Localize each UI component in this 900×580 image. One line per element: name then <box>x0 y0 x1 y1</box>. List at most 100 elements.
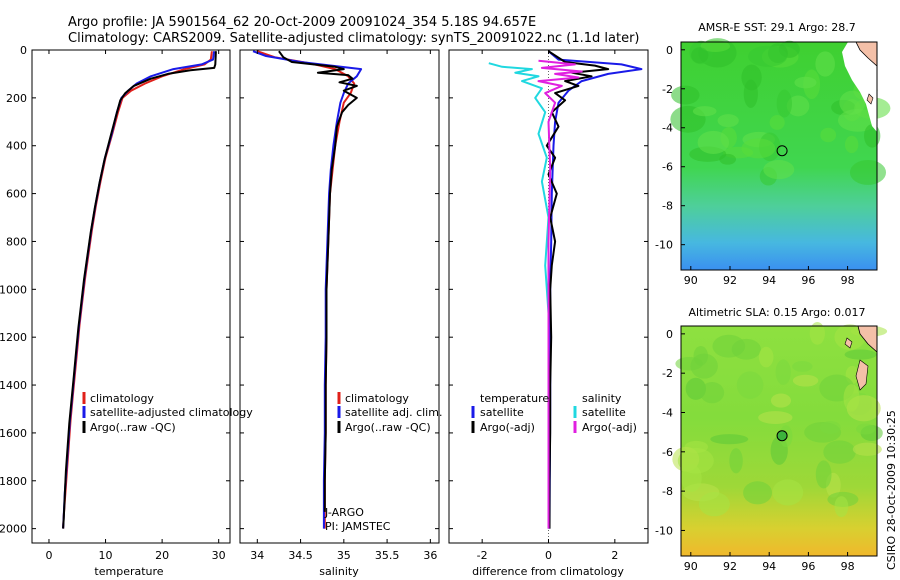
series-line-climatology <box>62 51 213 529</box>
field-texture-blob <box>736 371 764 399</box>
field-texture-blob <box>743 481 773 505</box>
map-x-tick-label: 94 <box>762 560 776 573</box>
field-texture-blob <box>697 130 730 155</box>
series-line-argo-raw-qc <box>278 50 358 512</box>
field-texture-blob <box>775 359 791 385</box>
sla-map-ticks: 90 92 94 96 98 0 -2 -4 -6 -8 -10 <box>655 328 855 573</box>
field-texture-blob <box>843 384 860 412</box>
series-line-satellite-adjusted-climatology <box>62 51 216 529</box>
x-tick-label: 36 <box>423 549 437 562</box>
header-line-2: Climatology: CARS2009. Satellite-adjuste… <box>68 31 640 46</box>
y-tick-label: 800 <box>6 235 27 248</box>
temperature-ticks: 0 10 20 30 0 200 400 600 800 1000 1200 1400 1600 1800… <box>0 44 230 562</box>
sst-map-ticks: 90 92 94 96 98 0 -2 -4 -6 -8 -10 <box>655 44 855 287</box>
series-line-salinity-argo-adj <box>537 59 583 529</box>
field-texture-blob <box>763 160 795 180</box>
x-tick-label: 35 <box>337 549 351 562</box>
x-tick-label: 10 <box>99 549 113 562</box>
legend-label-climatology: climatology <box>90 392 154 405</box>
salinity-panel: 34 34.5 35 35.5 36 salinity climatology sate… <box>239 49 442 578</box>
map-y-tick-label: 0 <box>666 328 673 341</box>
map-x-tick-label: 92 <box>723 560 737 573</box>
y-tick-label: 400 <box>6 140 27 153</box>
legend-label-argo: Argo(..raw -QC) <box>90 421 176 434</box>
x-tick-label: 35.5 <box>375 549 400 562</box>
salinity-series-group <box>252 50 363 529</box>
y-tick-label: 0 <box>20 44 27 57</box>
side-label: CSIRO 28-Oct-2009 10:30:25 <box>885 410 898 570</box>
x-tick-label: 34 <box>250 549 264 562</box>
map-x-tick-label: 96 <box>801 560 815 573</box>
field-texture-blob <box>698 492 730 517</box>
field-texture-blob <box>815 460 832 489</box>
y-tick-label: 1800 <box>0 475 27 488</box>
map-y-tick-label: -2 <box>662 367 673 380</box>
field-texture-blob <box>690 353 718 379</box>
field-texture-blob <box>692 106 717 117</box>
sla-map-frame <box>680 325 878 557</box>
legend-label-climatology: climatology <box>345 392 409 405</box>
field-texture-blob <box>852 442 882 456</box>
y-tick-label: 600 <box>6 188 27 201</box>
map-y-tick-label: -8 <box>662 485 673 498</box>
field-texture-blob <box>758 346 774 368</box>
field-texture-blob <box>758 411 793 425</box>
y-tick-label: 200 <box>6 92 27 105</box>
field-texture-blob <box>844 135 859 154</box>
series-line-climatology <box>256 50 356 529</box>
difference-xlabel: difference from climatology <box>472 565 624 578</box>
field-texture-blob <box>719 153 737 165</box>
field-texture-blob <box>731 338 761 360</box>
map-x-tick-label: 96 <box>801 274 815 287</box>
field-texture-blob <box>671 85 700 105</box>
legend-label-satellite: satellite-adjusted climatology <box>90 406 253 419</box>
x-tick-label: 20 <box>155 549 169 562</box>
field-texture-blob <box>815 51 835 77</box>
field-texture-blob <box>823 440 856 464</box>
y-tick-label: 1400 <box>0 379 27 392</box>
field-texture-blob <box>741 138 776 159</box>
map-y-tick-label: -10 <box>655 524 673 537</box>
temperature-panel: 0 10 20 30 0 200 400 600 800 1000 1200 1400 1600 1800… <box>0 44 253 578</box>
x-tick-label: 2 <box>611 549 618 562</box>
map-y-tick-label: -6 <box>662 161 673 174</box>
x-tick-label: 0 <box>545 549 552 562</box>
series-line-satellite-adj-clim <box>252 50 363 529</box>
map-y-tick-label: -4 <box>662 406 673 419</box>
field-texture-blob <box>729 448 743 474</box>
legend-label-sal-satellite: satellite <box>582 406 626 419</box>
field-texture-blob <box>691 47 709 64</box>
temperature-series-group <box>62 51 217 529</box>
x-tick-label: -2 <box>477 549 488 562</box>
temperature-axes-frame <box>31 49 231 544</box>
sla-profile-marker <box>776 430 788 442</box>
map-y-tick-label: -2 <box>662 83 673 96</box>
map-y-tick-label: -8 <box>662 200 673 213</box>
map-y-tick-label: 0 <box>666 44 673 57</box>
map-x-tick-label: 90 <box>684 274 698 287</box>
y-tick-label: 1200 <box>0 331 27 344</box>
x-tick-label: 34.5 <box>288 549 313 562</box>
x-tick-label: 0 <box>45 549 52 562</box>
sla-island-2 <box>855 359 869 391</box>
field-texture-blob <box>820 127 837 143</box>
field-texture-blob <box>748 45 788 67</box>
temperature-legend: climatology satellite-adjusted climatolo… <box>82 392 253 434</box>
legend-label-argo: Argo(..raw -QC) <box>345 421 431 434</box>
field-texture-blob <box>809 321 825 345</box>
legend-header-temperature: temperature <box>480 392 549 405</box>
field-texture-blob <box>772 479 804 506</box>
legend-label-satellite: satellite adj. clim. <box>345 406 442 419</box>
field-texture-blob <box>792 374 819 387</box>
sst-profile-marker <box>776 145 788 157</box>
series-line-temperature-argo-adj <box>545 50 610 529</box>
difference-series-group <box>488 50 643 543</box>
x-tick-label: 30 <box>212 549 226 562</box>
y-tick-label: 1600 <box>0 427 27 440</box>
map-y-tick-label: -6 <box>662 446 673 459</box>
legend-label-temp-satellite: satellite <box>480 406 524 419</box>
sla-map-title: Altimetric SLA: 0.15 Argo: 0.017 <box>688 306 865 319</box>
field-texture-blob <box>794 76 817 89</box>
map-x-tick-label: 94 <box>762 274 776 287</box>
